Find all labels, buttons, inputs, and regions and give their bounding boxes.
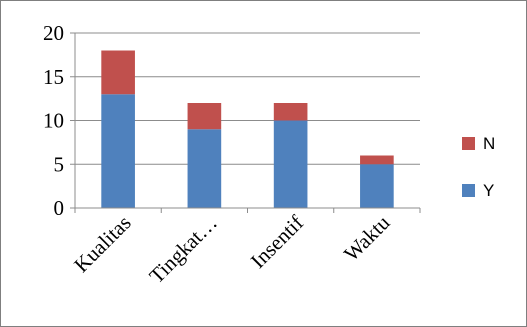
bar-n-3 <box>360 155 394 165</box>
bar-y-3 <box>360 164 394 208</box>
x-category-label: Kualitas <box>69 211 135 277</box>
x-category-label: Waktu <box>339 210 395 266</box>
x-category-labels: Kualitas Tingkat… Insentif Waktu <box>69 210 395 288</box>
legend-label-n: N <box>483 134 495 153</box>
bar-n-0 <box>101 50 135 95</box>
bar-y-2 <box>273 120 308 208</box>
bar-y-1 <box>187 129 222 208</box>
legend-label-y: Y <box>483 181 494 200</box>
y-tick-label: 5 <box>54 152 65 176</box>
axes <box>70 32 421 213</box>
y-tick-label: 0 <box>54 196 65 220</box>
legend-swatch-y <box>462 184 475 197</box>
y-tick-label: 10 <box>43 109 64 133</box>
bars <box>101 50 394 208</box>
legend: NY <box>462 134 495 200</box>
y-tick-label: 20 <box>43 21 64 45</box>
y-tick-label: 15 <box>43 65 64 89</box>
bar-y-0 <box>101 94 135 208</box>
legend-swatch-n <box>462 137 475 150</box>
x-category-label: Tingkat… <box>144 211 221 288</box>
x-category-label: Insentif <box>246 211 308 273</box>
bar-n-2 <box>273 103 308 121</box>
bar-n-1 <box>187 103 222 130</box>
y-tick-labels: 0 5 10 15 20 <box>43 21 64 220</box>
